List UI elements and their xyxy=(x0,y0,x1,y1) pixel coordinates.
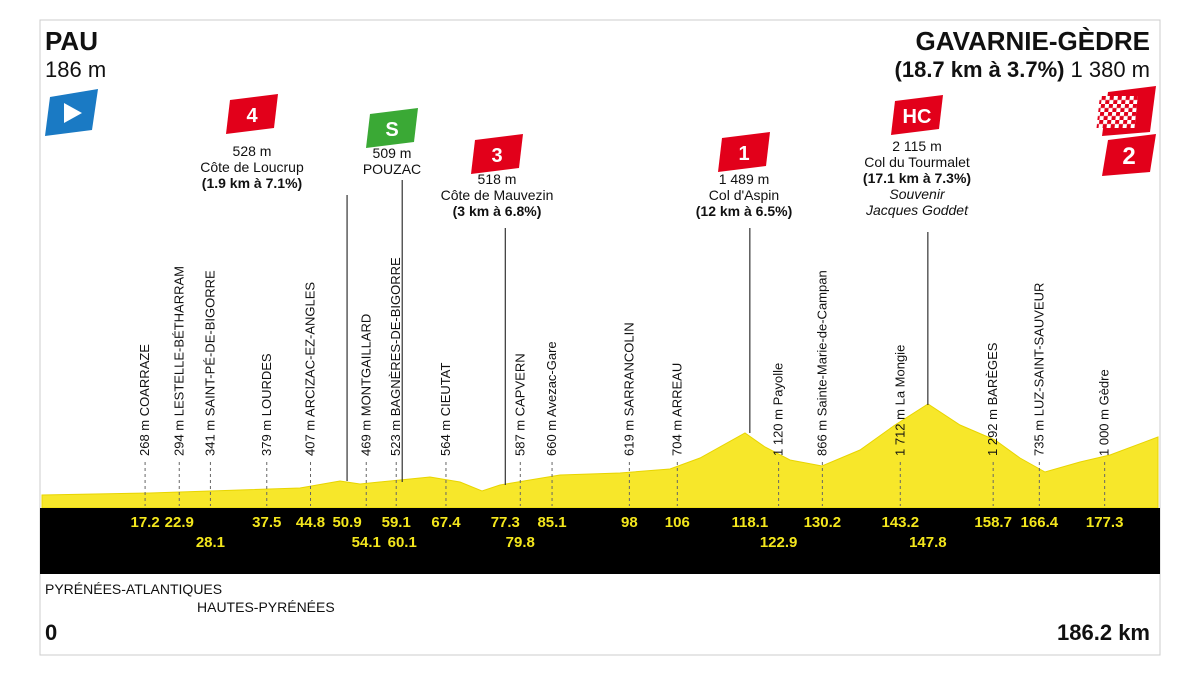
km-label: 17.2 xyxy=(130,514,159,531)
climb-text: (1.9 km à 7.1%) xyxy=(202,175,302,191)
town-label: 294 m LESTELLE-BÉTHARRAM xyxy=(171,266,186,456)
climb-text: 2 115 m xyxy=(892,138,942,154)
department: HAUTES-PYRÉNÉES xyxy=(197,599,335,615)
km-label: 37.5 xyxy=(252,514,281,531)
town-label: 735 m LUZ-SAINT-SAUVEUR xyxy=(1031,283,1046,456)
km-label: 147.8 xyxy=(909,534,947,551)
climb-text: Côte de Loucrup xyxy=(200,159,304,175)
km-label: 50.9 xyxy=(332,514,361,531)
finish-flag xyxy=(1096,86,1156,136)
town-label: 341 m SAINT-PÉ-DE-BIGORRE xyxy=(202,270,217,456)
distance-start: 0 xyxy=(45,620,57,645)
climb-badge-label: HC xyxy=(903,106,932,128)
finish-altitude: 1 380 m xyxy=(1071,57,1151,82)
km-label: 54.1 xyxy=(352,534,381,551)
climb-badge xyxy=(226,94,278,134)
town-label: 523 m BAGNÈRES-DE-BIGORRE xyxy=(388,257,403,456)
km-label: 44.8 xyxy=(296,514,325,531)
distance-end: 186.2 km xyxy=(1057,620,1150,645)
climb-badge xyxy=(891,95,943,135)
climb-text: Jacques Goddet xyxy=(865,202,969,218)
km-label: 67.4 xyxy=(431,514,461,531)
km-label: 77.3 xyxy=(491,514,520,531)
km-label: 22.9 xyxy=(165,514,194,531)
climb-text: 509 m xyxy=(373,145,412,161)
climb-badge-label: 4 xyxy=(246,105,258,127)
town-label: 379 m LOURDES xyxy=(259,353,274,456)
climb-text: POUZAC xyxy=(363,161,421,177)
km-band xyxy=(40,508,1160,574)
town-label: 619 m SARRANCOLIN xyxy=(621,322,636,456)
km-label: 143.2 xyxy=(882,514,920,531)
climb-text: 528 m xyxy=(233,143,272,159)
km-label: 118.1 xyxy=(731,514,768,531)
km-label: 106 xyxy=(665,514,690,531)
town-label: 660 m Avezac-Gare xyxy=(544,341,559,456)
climb-badge xyxy=(366,108,418,148)
climb-text: Côte de Mauvezin xyxy=(441,187,554,203)
elevation-profile xyxy=(41,403,1159,509)
km-label: 79.8 xyxy=(506,534,535,551)
town-label: 268 m COARRAZE xyxy=(137,344,152,456)
finish-badge-label: 2 xyxy=(1122,143,1135,170)
town-label: 407 m ARCIZAC-EZ-ANGLES xyxy=(303,282,318,456)
start-arrow xyxy=(64,103,82,123)
climb-text: Col d'Aspin xyxy=(709,187,779,203)
town-label: 1 712 m La Mongie xyxy=(892,345,907,456)
climb-text: (3 km à 6.8%) xyxy=(453,203,542,219)
town-label: 1 292 m BARÈGES xyxy=(985,342,1000,456)
climb-text: 1 489 m xyxy=(719,171,770,187)
km-label: 177.3 xyxy=(1086,514,1124,531)
km-label: 28.1 xyxy=(196,534,225,551)
climb-badge xyxy=(718,132,770,172)
km-label: 130.2 xyxy=(804,514,842,531)
town-label: 1 120 m Payolle xyxy=(771,363,786,456)
climb-badge-label: S xyxy=(385,119,398,141)
km-label: 59.1 xyxy=(382,514,411,531)
start-name: PAU xyxy=(45,26,98,56)
km-label: 60.1 xyxy=(388,534,417,551)
start-altitude: 186 m xyxy=(45,57,106,82)
town-label: 469 m MONTGAILLARD xyxy=(358,314,373,456)
finish-info: (18.7 km à 3.7%) 1 380 m xyxy=(895,57,1150,82)
climb-badge xyxy=(471,134,523,174)
km-label: 122.9 xyxy=(760,534,798,551)
km-label: 85.1 xyxy=(537,514,566,531)
town-label: 564 m CIEUTAT xyxy=(438,363,453,456)
finish-badge xyxy=(1102,134,1156,176)
town-label: 704 m ARREAU xyxy=(669,363,684,456)
department: PYRÉNÉES-ATLANTIQUES xyxy=(45,581,222,597)
km-label: 98 xyxy=(621,514,638,531)
town-label: 866 m Sainte-Marie-de-Campan xyxy=(814,270,829,456)
town-label: 587 m CAPVERN xyxy=(512,353,527,456)
climb-badge-label: 1 xyxy=(738,143,749,165)
km-label: 158.7 xyxy=(974,514,1012,531)
km-label: 166.4 xyxy=(1021,514,1059,531)
finish-climb: (18.7 km à 3.7%) xyxy=(895,57,1065,82)
climb-text: (17.1 km à 7.3%) xyxy=(863,170,971,186)
climb-text: Souvenir xyxy=(889,186,946,202)
climb-text: 518 m xyxy=(478,171,517,187)
finish-name: GAVARNIE-GÈDRE xyxy=(916,26,1151,56)
climb-badge-label: 3 xyxy=(491,145,502,167)
frame xyxy=(39,19,1161,656)
climb-text: Col du Tourmalet xyxy=(864,154,970,170)
climb-text: (12 km à 6.5%) xyxy=(696,203,793,219)
town-label: 1 000 m Gèdre xyxy=(1097,369,1112,456)
